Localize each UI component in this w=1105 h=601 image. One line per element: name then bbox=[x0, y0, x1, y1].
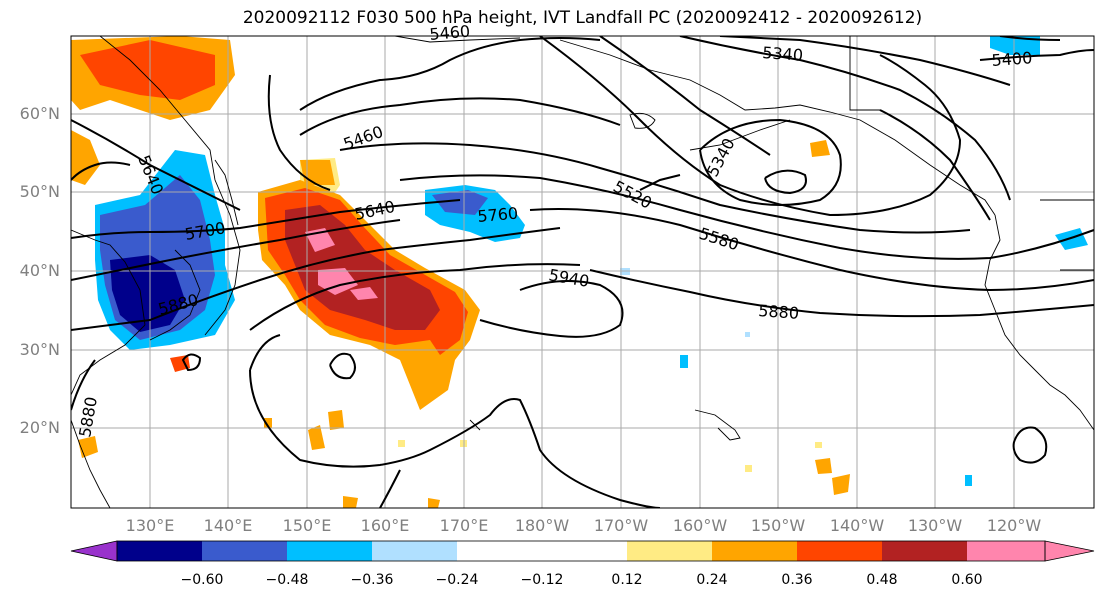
colorbar-segment bbox=[202, 541, 287, 561]
lat-label-20n: 20°N bbox=[19, 418, 60, 437]
colorbar-tick: 0.24 bbox=[696, 572, 728, 588]
colorbar-tick: 0.36 bbox=[781, 572, 813, 588]
lon-label-170w: 170°W bbox=[593, 516, 649, 535]
colorbar-extend-low bbox=[70, 540, 118, 562]
colorbar-segment bbox=[967, 541, 1045, 561]
colorbar-segment bbox=[712, 541, 797, 561]
lon-label-160w: 160°W bbox=[672, 516, 728, 535]
map-area bbox=[71, 36, 1094, 508]
map-frame bbox=[70, 35, 1095, 509]
ivt-negative-shading bbox=[95, 36, 1088, 486]
colorbar-tick: 0.60 bbox=[951, 572, 983, 588]
lon-label-180w: 180°W bbox=[514, 516, 570, 535]
colorbar-segment bbox=[457, 541, 542, 561]
colorbar-tick: −0.24 bbox=[435, 572, 479, 588]
colorbar-extend-high bbox=[1044, 540, 1095, 562]
colorbar-segment bbox=[372, 541, 457, 561]
lon-label-170e: 170°E bbox=[439, 516, 489, 535]
lon-label-140e: 140°E bbox=[203, 516, 253, 535]
height-contours bbox=[71, 36, 1094, 508]
contour-label: 5340 bbox=[762, 43, 804, 65]
lat-label-60n: 60°N bbox=[19, 104, 60, 123]
colorbar-segment bbox=[287, 541, 372, 561]
lon-label-150e: 150°E bbox=[282, 516, 332, 535]
lon-label-130w: 130°W bbox=[907, 516, 963, 535]
colorbar-segment bbox=[627, 541, 712, 561]
colorbar-tick: −0.12 bbox=[520, 572, 564, 588]
lat-label-30n: 30°N bbox=[19, 340, 60, 359]
lat-label-40n: 40°N bbox=[19, 261, 60, 280]
lon-label-150w: 150°W bbox=[750, 516, 806, 535]
contour-label: 5400 bbox=[991, 48, 1033, 70]
colorbar-tick: −0.48 bbox=[265, 572, 309, 588]
contour-label: 5880 bbox=[758, 301, 800, 323]
colorbar bbox=[70, 540, 1095, 562]
colorbar-segment bbox=[542, 541, 627, 561]
contour-label: 5460 bbox=[429, 22, 471, 44]
lat-label-50n: 50°N bbox=[19, 182, 60, 201]
contour-label: 5760 bbox=[477, 204, 519, 226]
colorbar-segment bbox=[797, 541, 882, 561]
gridlines bbox=[71, 36, 1094, 508]
lon-label-160e: 160°E bbox=[360, 516, 410, 535]
colorbar-tick: −0.60 bbox=[180, 572, 224, 588]
colorbar-segment bbox=[117, 541, 202, 561]
lon-label-140w: 140°W bbox=[829, 516, 885, 535]
figure-title: 2020092112 F030 500 hPa height, IVT Land… bbox=[242, 8, 923, 28]
colorbar-tick: −0.36 bbox=[350, 572, 394, 588]
lon-label-130e: 130°E bbox=[125, 516, 175, 535]
colorbar-segment bbox=[882, 541, 967, 561]
colorbar-tick: 0.12 bbox=[611, 572, 643, 588]
lon-label-120w: 120°W bbox=[986, 516, 1042, 535]
colorbar-tick: 0.48 bbox=[866, 572, 898, 588]
